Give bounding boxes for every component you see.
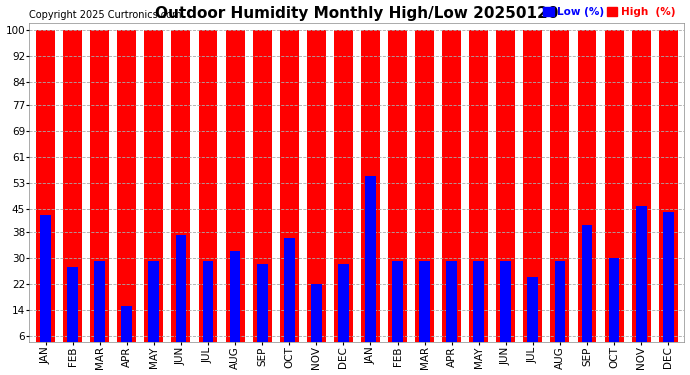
Bar — [527, 277, 538, 355]
Bar — [148, 261, 159, 355]
Bar — [388, 30, 407, 355]
Bar — [199, 30, 217, 355]
Bar — [307, 30, 326, 355]
Bar — [473, 261, 484, 355]
Bar — [446, 261, 457, 355]
Bar — [631, 30, 651, 355]
Bar — [144, 30, 164, 355]
Bar — [121, 306, 132, 355]
Bar — [500, 261, 511, 355]
Bar — [117, 30, 136, 355]
Bar — [203, 261, 213, 355]
Bar — [253, 30, 272, 355]
Bar — [635, 206, 647, 355]
Bar — [334, 30, 353, 355]
Bar — [175, 235, 186, 355]
Bar — [338, 264, 348, 355]
Bar — [555, 261, 565, 355]
Bar — [392, 261, 403, 355]
Bar — [63, 30, 82, 355]
Bar — [419, 261, 430, 355]
Bar — [230, 251, 241, 355]
Bar — [226, 30, 244, 355]
Bar — [36, 30, 55, 355]
Bar — [496, 30, 515, 355]
Bar — [67, 267, 78, 355]
Bar — [95, 261, 105, 355]
Bar — [257, 264, 268, 355]
Text: Copyright 2025 Curtronics.com: Copyright 2025 Curtronics.com — [30, 10, 182, 20]
Bar — [524, 30, 542, 355]
Bar — [365, 176, 376, 355]
Bar — [415, 30, 434, 355]
Bar — [663, 212, 673, 355]
Bar — [442, 30, 461, 355]
Bar — [361, 30, 380, 355]
Bar — [469, 30, 489, 355]
Bar — [279, 30, 299, 355]
Bar — [311, 284, 322, 355]
Bar — [40, 215, 51, 355]
Bar — [90, 30, 109, 355]
Bar — [284, 238, 295, 355]
Bar — [659, 30, 678, 355]
Bar — [578, 30, 596, 355]
Bar — [609, 258, 620, 355]
Bar — [172, 30, 190, 355]
Bar — [582, 225, 593, 355]
Bar — [551, 30, 569, 355]
Title: Outdoor Humidity Monthly High/Low 20250120: Outdoor Humidity Monthly High/Low 202501… — [155, 6, 559, 21]
Legend: Low (%), High  (%): Low (%), High (%) — [539, 3, 679, 21]
Bar — [604, 30, 624, 355]
